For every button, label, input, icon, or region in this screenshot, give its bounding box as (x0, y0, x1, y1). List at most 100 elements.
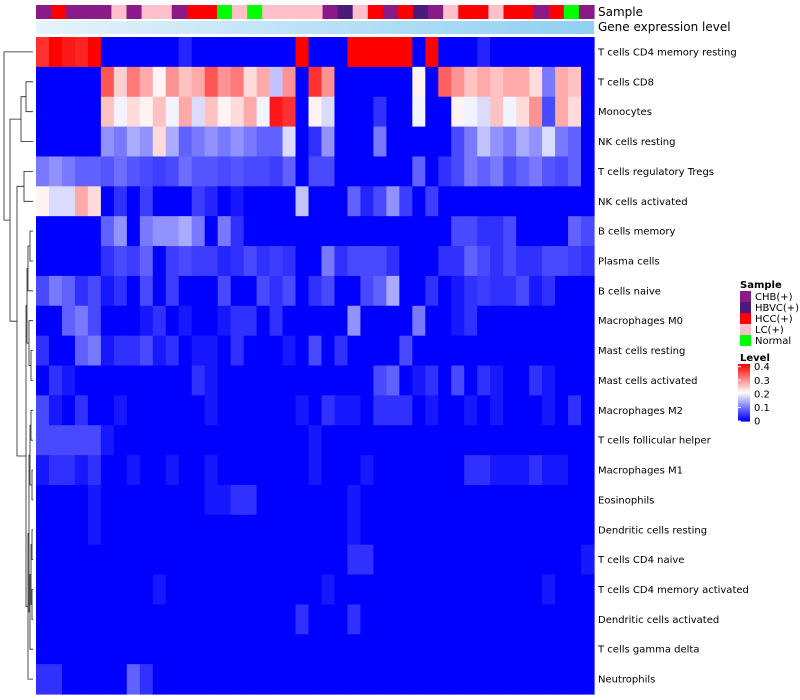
heatmap-cell (438, 634, 452, 665)
heatmap-cell (490, 96, 504, 128)
heatmap-cell (269, 66, 284, 98)
heatmap-cell (295, 664, 310, 695)
heatmap-cell (425, 66, 439, 98)
heatmap-cell (464, 604, 478, 635)
heatmap-cell (295, 275, 310, 307)
heatmap-cell (126, 365, 141, 396)
heatmap-cell (191, 66, 206, 98)
heatmap-cell (451, 305, 465, 337)
heatmap-cell (503, 634, 517, 665)
heatmap-cell (438, 96, 452, 128)
heatmap-cell (256, 216, 271, 247)
heatmap-cell (464, 156, 478, 187)
heatmap-cell (321, 96, 336, 128)
heatmap-cell (581, 455, 595, 486)
heatmap-cell (178, 126, 193, 158)
legend-level-gradient-step (738, 416, 750, 418)
heatmap-cell (451, 514, 465, 546)
heatmap-cell (360, 186, 374, 217)
heatmap-cell (230, 246, 245, 277)
heatmap-cell (451, 664, 465, 695)
heatmap-cell (243, 37, 258, 68)
heatmap-cell (113, 305, 128, 337)
heatmap-cell (334, 365, 349, 396)
heatmap-cell (568, 156, 582, 187)
gene-expression-gradient-bar (36, 21, 594, 34)
legend-level-gradient-step (738, 398, 750, 400)
heatmap-cell (542, 156, 556, 187)
heatmap-cell (295, 126, 310, 158)
heatmap-cell (48, 275, 63, 307)
heatmap-cell (412, 275, 426, 307)
heatmap-cell (542, 664, 556, 695)
heatmap-cell (61, 335, 76, 367)
heatmap-cell (438, 365, 452, 396)
heatmap-cell (373, 66, 387, 98)
row-label: NK cells activated (598, 197, 688, 208)
heatmap-cell (48, 395, 63, 426)
heatmap-cell (438, 664, 452, 695)
heatmap-cell (74, 126, 89, 158)
sample-annotation-cell (352, 5, 369, 19)
heatmap-cell (204, 425, 219, 456)
heatmap-cell (477, 604, 491, 635)
heatmap-cell (516, 246, 530, 277)
legend-level-gradient-step (738, 380, 750, 382)
heatmap-cell (113, 216, 128, 247)
heatmap-cell (373, 514, 387, 546)
heatmap-cell (36, 544, 50, 576)
heatmap-cell (165, 37, 180, 68)
legend-level-gradient-step (738, 407, 750, 410)
heatmap-cell (451, 246, 465, 277)
heatmap-cell (412, 514, 426, 546)
heatmap-cell (425, 365, 439, 396)
heatmap-cell (36, 574, 50, 606)
heatmap-cell (165, 96, 180, 128)
heatmap-cell (464, 335, 478, 367)
heatmap-cell (412, 96, 426, 128)
heatmap-cell (61, 246, 76, 277)
heatmap-cell (490, 634, 504, 665)
heatmap-cell (516, 395, 530, 426)
heatmap-cell (373, 96, 387, 128)
heatmap-cell (412, 126, 426, 158)
heatmap-cell (490, 365, 504, 396)
heatmap-cell (36, 37, 50, 68)
heatmap-cell (230, 37, 245, 68)
heatmap-cell (529, 664, 543, 695)
heatmap-cell (334, 544, 349, 576)
heatmap-cell (438, 186, 452, 217)
heatmap-cell (230, 664, 245, 695)
heatmap-cell (308, 37, 323, 68)
heatmap-cell (503, 574, 517, 606)
heatmap-cell (477, 96, 491, 128)
dendrogram-branch (16, 185, 26, 457)
heatmap-cell (529, 455, 543, 486)
heatmap-cell (217, 156, 232, 187)
heatmap-cell (217, 425, 232, 456)
heatmap-cell (477, 126, 491, 158)
heatmap-cell (360, 335, 374, 367)
legend-level-gradient-step (738, 411, 750, 414)
legend-level-gradient-step (738, 414, 750, 416)
heatmap-cell (516, 335, 530, 367)
heatmap-cell (61, 604, 76, 635)
heatmap-cell (477, 574, 491, 606)
heatmap-cell (542, 574, 556, 606)
heatmap-cell (204, 156, 219, 187)
heatmap-cell (438, 514, 452, 546)
heatmap-cell (295, 604, 310, 635)
legend-level-gradient-step (738, 402, 750, 404)
heatmap-cell (542, 96, 556, 128)
legend-level-gradient-step (738, 366, 750, 369)
gene-expression-track-label: Gene expression level (598, 20, 731, 34)
heatmap-cell (568, 455, 582, 486)
sample-annotation-cell (413, 5, 429, 19)
heatmap-cell (529, 335, 543, 367)
heatmap-cell (555, 96, 569, 128)
heatmap-cell (360, 66, 374, 98)
heatmap-cell (126, 574, 141, 606)
heatmap-cell (230, 216, 245, 247)
sample-annotation-cell (458, 5, 474, 19)
heatmap-cell (581, 186, 595, 217)
